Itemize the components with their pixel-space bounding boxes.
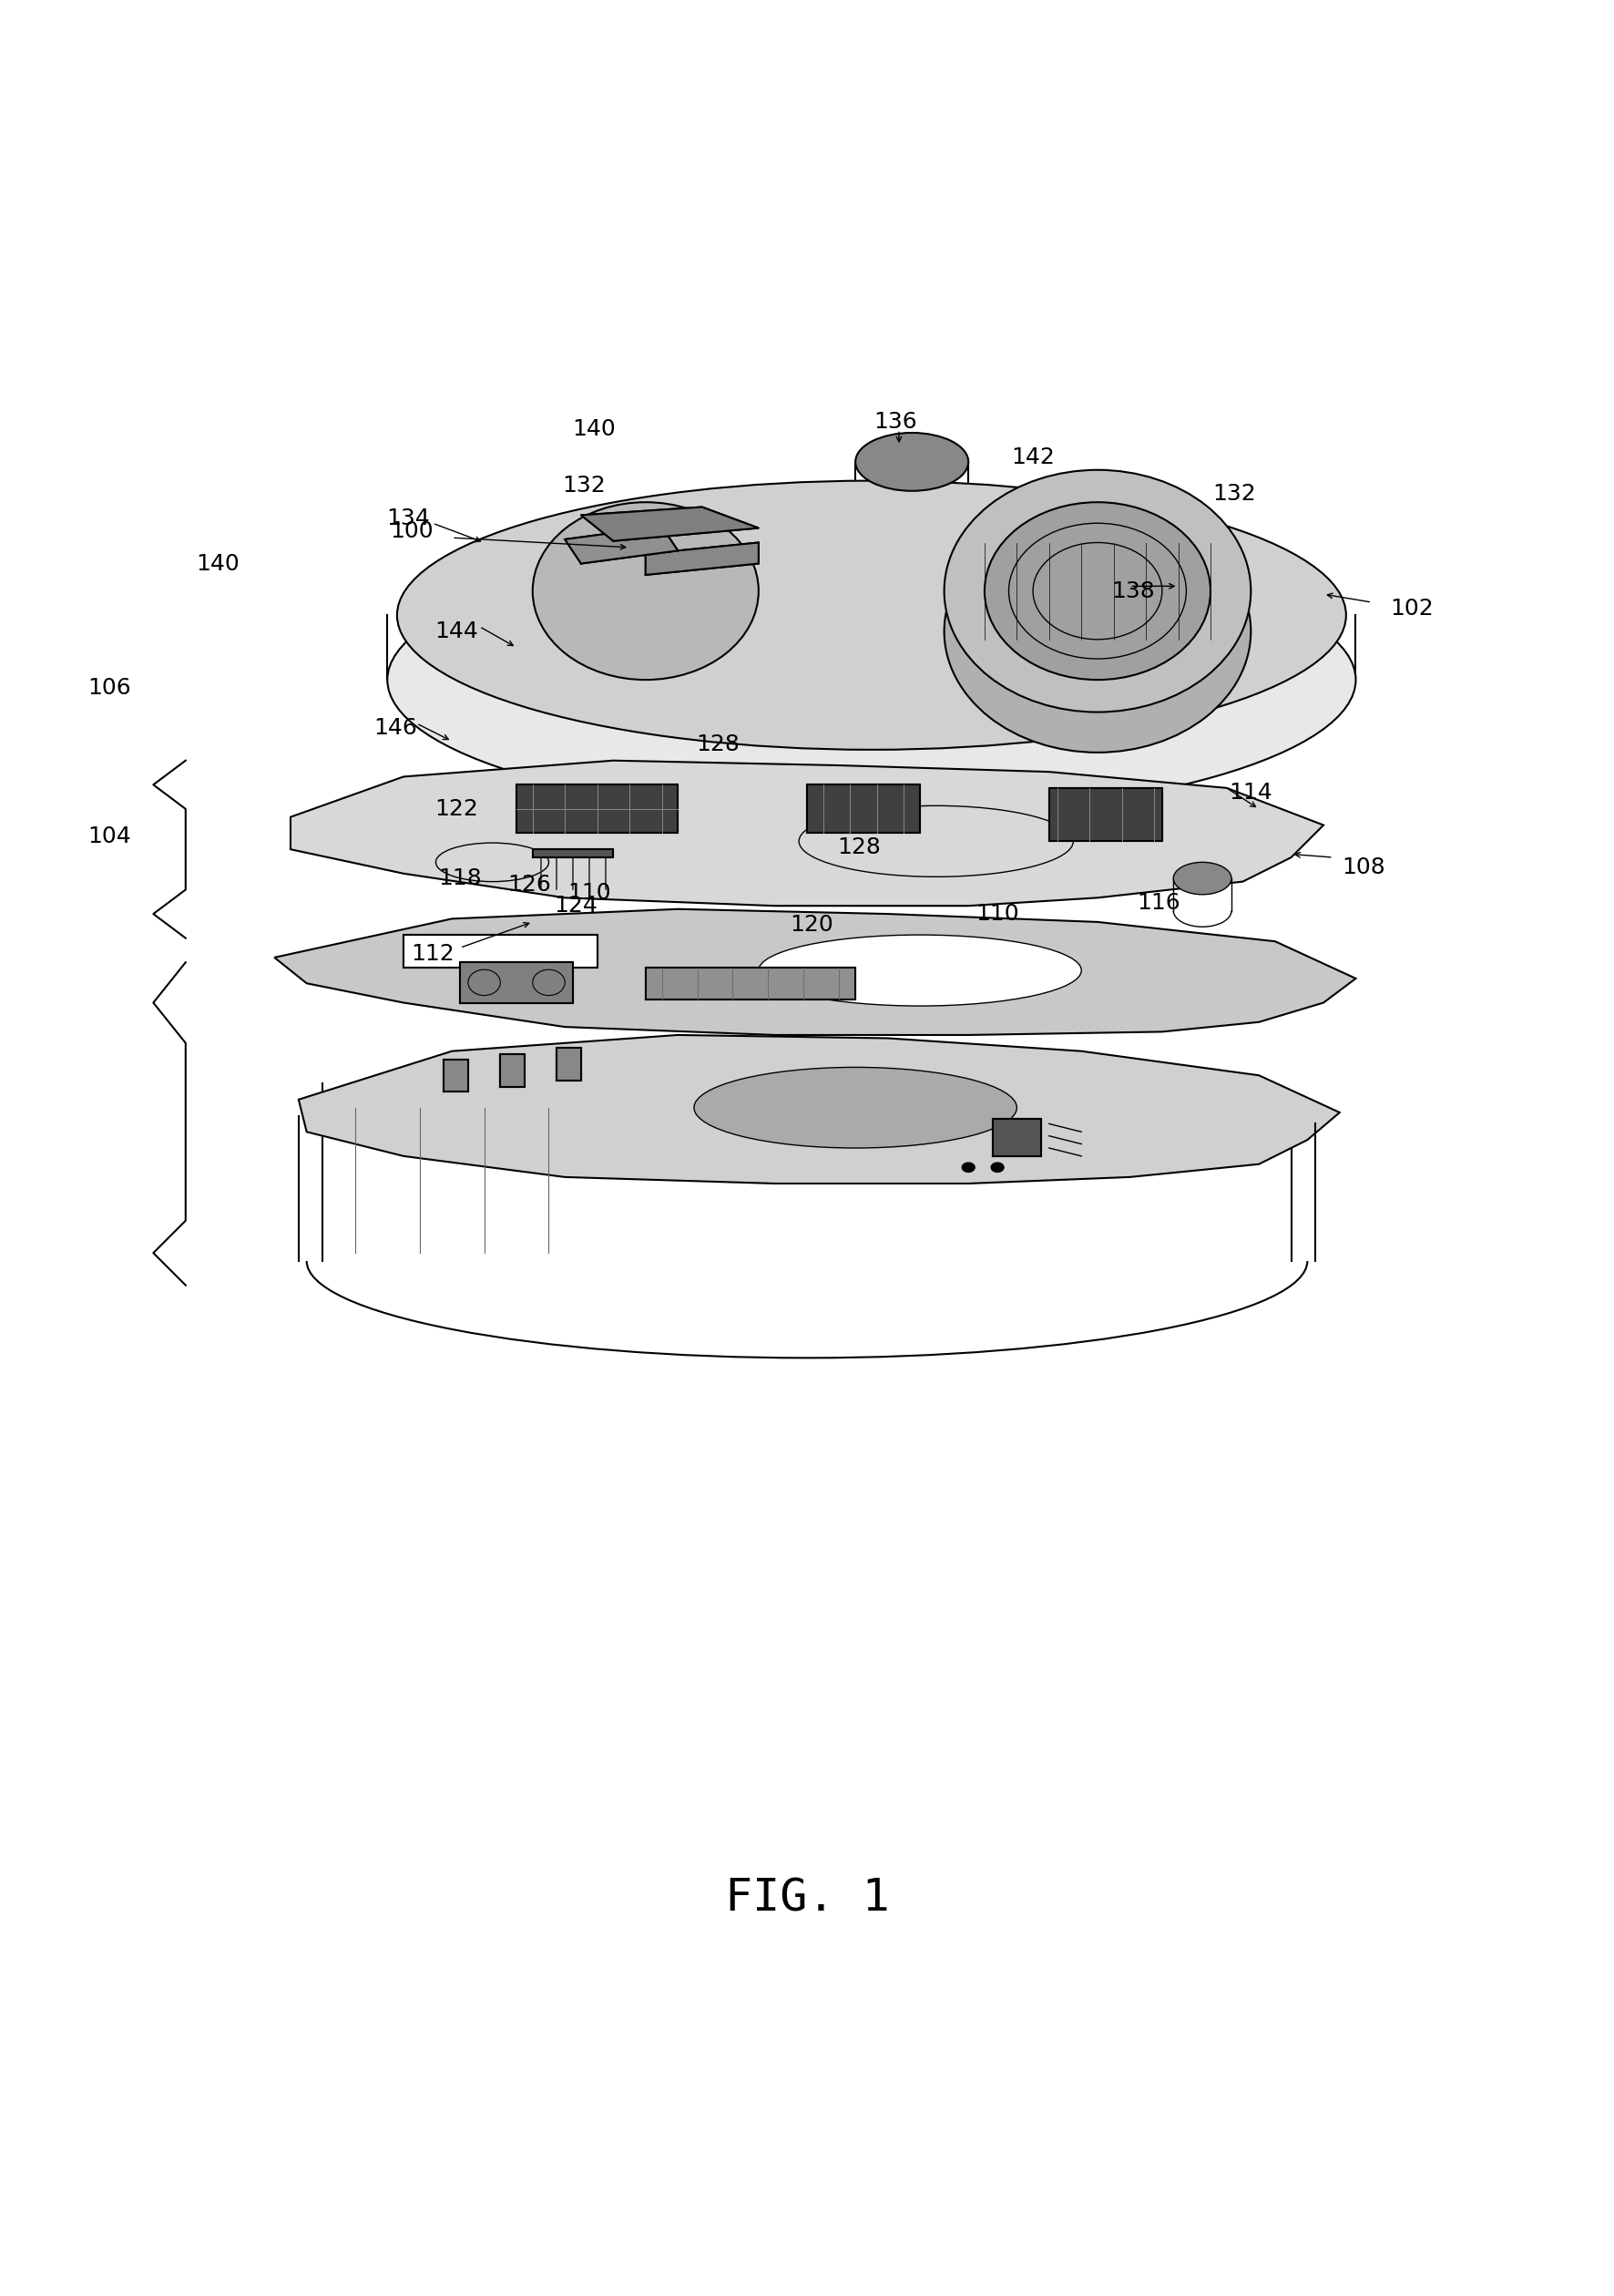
Polygon shape [993, 1118, 1041, 1157]
Ellipse shape [944, 471, 1251, 712]
Text: 110: 110 [976, 902, 1018, 925]
Polygon shape [557, 1047, 581, 1079]
Text: FIG. 1: FIG. 1 [725, 1876, 889, 1919]
Ellipse shape [1173, 863, 1231, 895]
Text: 128: 128 [836, 836, 881, 859]
Text: 132: 132 [563, 475, 605, 496]
Text: 136: 136 [875, 411, 917, 432]
Ellipse shape [533, 503, 759, 680]
Ellipse shape [387, 542, 1356, 817]
Text: 138: 138 [1112, 581, 1154, 602]
Ellipse shape [962, 1162, 975, 1173]
Ellipse shape [694, 1068, 1017, 1148]
Ellipse shape [397, 480, 1346, 751]
Text: 120: 120 [791, 914, 833, 937]
Ellipse shape [985, 503, 1210, 680]
Text: 110: 110 [568, 882, 610, 905]
Polygon shape [581, 507, 759, 542]
Text: 114: 114 [1230, 783, 1272, 804]
Text: 104: 104 [89, 827, 131, 847]
Polygon shape [460, 962, 573, 1003]
Polygon shape [646, 967, 855, 999]
Text: 146: 146 [373, 716, 418, 739]
Text: 122: 122 [434, 799, 479, 820]
Text: 124: 124 [554, 895, 599, 916]
Ellipse shape [759, 934, 1081, 1006]
Text: 140: 140 [197, 553, 239, 574]
Polygon shape [299, 1035, 1340, 1182]
Polygon shape [500, 1054, 525, 1086]
Text: 102: 102 [1391, 597, 1433, 620]
Text: 126: 126 [507, 875, 552, 895]
Ellipse shape [991, 1162, 1004, 1173]
Polygon shape [1049, 788, 1162, 840]
Text: 108: 108 [1343, 856, 1385, 877]
Polygon shape [565, 526, 678, 563]
Text: 140: 140 [573, 418, 615, 441]
Polygon shape [291, 760, 1323, 907]
Ellipse shape [944, 510, 1251, 753]
Text: 100: 100 [391, 521, 433, 542]
Text: 128: 128 [696, 732, 741, 755]
Text: 134: 134 [387, 507, 429, 530]
Text: 132: 132 [1214, 482, 1256, 505]
Text: 118: 118 [439, 868, 481, 889]
Polygon shape [807, 785, 920, 833]
Polygon shape [444, 1058, 468, 1091]
Text: 144: 144 [434, 620, 479, 643]
Ellipse shape [855, 432, 968, 491]
Text: 112: 112 [412, 944, 454, 964]
Text: 142: 142 [1010, 445, 1056, 468]
Text: 106: 106 [89, 677, 131, 698]
Polygon shape [533, 850, 613, 856]
Polygon shape [404, 934, 597, 967]
Polygon shape [646, 542, 759, 574]
Polygon shape [274, 909, 1356, 1035]
Text: 116: 116 [1138, 891, 1180, 914]
Polygon shape [516, 785, 678, 833]
